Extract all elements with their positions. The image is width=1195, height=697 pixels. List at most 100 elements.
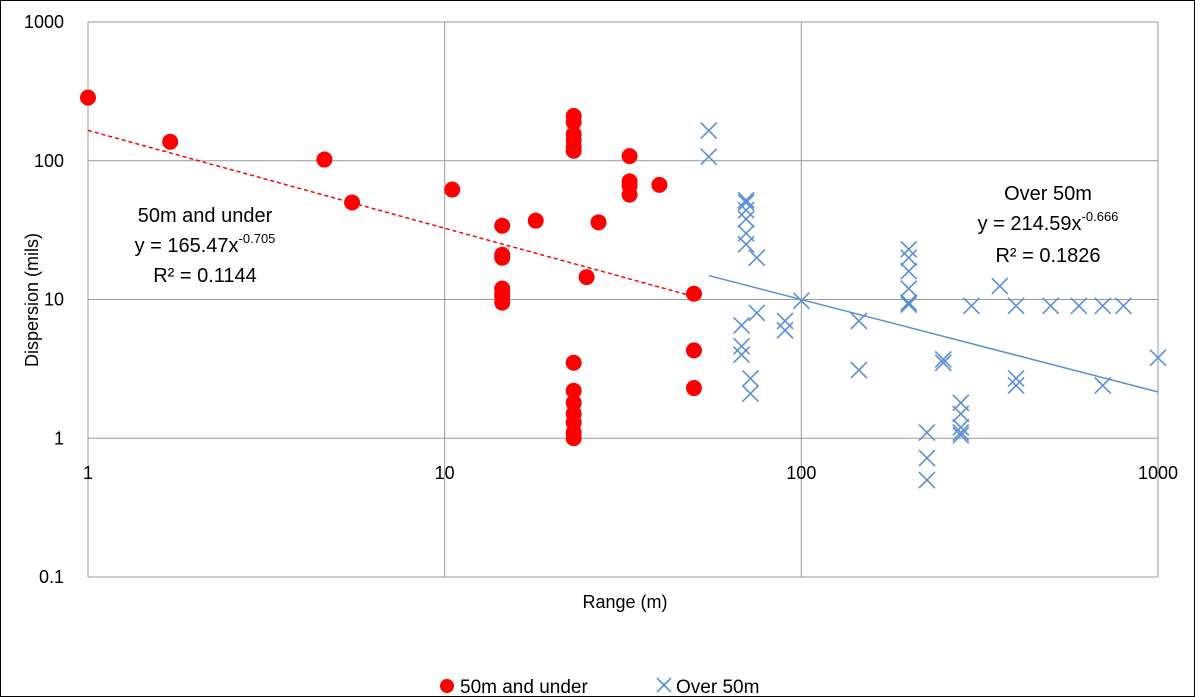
point-over-stroke xyxy=(737,235,755,253)
point-over-stroke xyxy=(1114,297,1133,315)
point-over xyxy=(733,337,751,355)
annotation-over-equation-exp: -0.666 xyxy=(1082,209,1119,224)
point-over-stroke xyxy=(700,148,718,166)
point-over xyxy=(934,354,952,372)
point-over xyxy=(918,449,936,467)
point-over-stroke xyxy=(900,279,918,298)
point-over xyxy=(700,148,718,166)
point-under xyxy=(565,114,582,131)
point-over-stroke xyxy=(1007,297,1025,315)
point-over-stroke xyxy=(1149,349,1167,367)
point-over-stroke xyxy=(748,304,766,322)
point-over-stroke xyxy=(934,350,952,368)
point-over xyxy=(737,210,755,228)
trendline-over xyxy=(708,274,1159,393)
point-over-stroke xyxy=(737,210,755,228)
point-under xyxy=(565,354,582,371)
point-over xyxy=(1042,297,1060,315)
point-under xyxy=(494,217,511,234)
point-over-stroke xyxy=(776,312,794,330)
point-over-stroke xyxy=(918,423,936,442)
point-under xyxy=(316,151,333,168)
point-under xyxy=(565,142,582,159)
point-over xyxy=(1094,376,1112,395)
point-under xyxy=(621,186,638,203)
point-over-stroke xyxy=(900,262,918,280)
point-over-stroke xyxy=(741,369,760,387)
point-under xyxy=(527,212,544,229)
point-over xyxy=(952,423,970,442)
point-over xyxy=(952,426,970,444)
point-over xyxy=(1007,376,1025,395)
point-over-stroke xyxy=(700,122,718,140)
x-tick-label: 1000 xyxy=(1138,463,1178,483)
point-over-stroke xyxy=(918,471,936,489)
point-over xyxy=(1070,297,1088,315)
point-over-stroke xyxy=(776,321,794,339)
point-over xyxy=(700,122,718,140)
legend-label-under: 50m and under xyxy=(460,677,588,697)
point-over-stroke xyxy=(952,423,970,442)
point-over-stroke xyxy=(900,240,918,258)
point-under xyxy=(80,89,96,106)
point-under xyxy=(494,294,511,311)
point-under xyxy=(494,249,511,266)
point-over-stroke xyxy=(952,418,970,436)
point-over xyxy=(748,249,766,267)
point-under xyxy=(162,133,179,150)
point-over xyxy=(748,304,766,322)
point-over-stroke xyxy=(918,449,936,467)
point-over-stroke xyxy=(792,292,810,310)
point-over xyxy=(850,361,868,379)
y-tick-label: 10 xyxy=(44,290,64,310)
point-over-stroke xyxy=(1042,297,1060,315)
point-over xyxy=(900,240,918,258)
legend: 50m and under Over 50m xyxy=(440,677,759,697)
point-over xyxy=(934,350,952,368)
point-under xyxy=(444,181,461,198)
point-over xyxy=(776,321,794,339)
x-tick-label: 100 xyxy=(786,463,816,483)
y-tick-label: 1000 xyxy=(24,12,64,32)
annotation-over-equation-base: y = 214.59x xyxy=(978,213,1082,235)
point-under xyxy=(685,380,702,397)
point-under xyxy=(565,430,582,447)
x-tick-label: 10 xyxy=(435,463,455,483)
point-over xyxy=(737,201,755,219)
gridlines xyxy=(87,21,1159,578)
point-over-stroke xyxy=(900,295,918,314)
point-over xyxy=(991,277,1009,295)
point-under xyxy=(621,148,638,165)
point-over-stroke xyxy=(1007,369,1025,387)
trendlines xyxy=(87,129,1159,393)
point-over-stroke xyxy=(962,297,981,315)
legend-label-over: Over 50m xyxy=(676,677,759,697)
point-over-stroke xyxy=(733,337,751,355)
annotation-under-equation-exp: -0.705 xyxy=(239,231,276,246)
point-over-stroke xyxy=(741,384,760,403)
annotation-under-r2: R² = 0.1144 xyxy=(153,265,257,287)
legend-marker-over xyxy=(656,677,672,693)
point-under xyxy=(578,269,595,286)
point-over xyxy=(1007,297,1025,315)
x-tick-label: 1 xyxy=(83,463,93,483)
tick-labels: 1 10 100 1000 0.1 1 10 100 1000 xyxy=(24,12,1178,587)
point-over-stroke xyxy=(1094,297,1112,315)
point-over xyxy=(1007,369,1025,387)
point-over xyxy=(741,384,760,403)
point-under xyxy=(565,394,582,411)
annotation-under-label: 50m and under xyxy=(138,205,273,227)
point-over xyxy=(850,312,868,330)
point-over-stroke xyxy=(934,354,952,372)
point-over-stroke xyxy=(1094,376,1112,395)
data-points xyxy=(80,89,1167,489)
point-over xyxy=(900,294,918,312)
point-over xyxy=(952,405,970,423)
point-over xyxy=(733,316,751,335)
annotation-under-equation: y = 165.47x-0.705 xyxy=(135,231,276,257)
point-over xyxy=(952,418,970,436)
point-over xyxy=(737,193,755,212)
point-over-stroke xyxy=(900,249,918,267)
point-over-stroke xyxy=(733,316,751,335)
